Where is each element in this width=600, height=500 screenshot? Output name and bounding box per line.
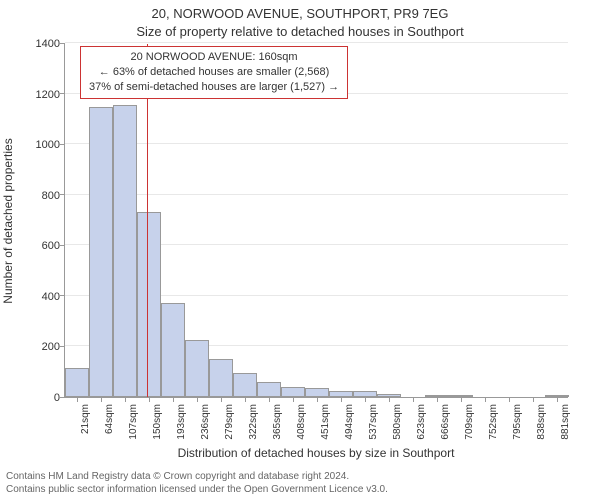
footer-credits: Contains HM Land Registry data © Crown c…	[6, 470, 388, 496]
y-tick-label: 1000	[10, 139, 60, 151]
infobox-line-2: ← 63% of detached houses are smaller (2,…	[89, 65, 339, 80]
x-tick-mark	[461, 397, 462, 402]
y-axis-label: Number of detached properties	[1, 138, 15, 303]
histogram-bar	[425, 395, 449, 397]
property-infobox: 20 NORWOOD AVENUE: 160sqm ← 63% of detac…	[80, 46, 348, 99]
histogram-bar	[185, 340, 209, 397]
gridline	[65, 194, 568, 195]
x-tick-mark	[197, 397, 198, 402]
x-tick-mark	[77, 397, 78, 402]
x-tick-mark	[389, 397, 390, 402]
x-axis-label: Distribution of detached houses by size …	[64, 446, 568, 460]
x-tick-mark	[125, 397, 126, 402]
x-tick-mark	[485, 397, 486, 402]
histogram-bar	[233, 373, 257, 397]
footer-line-2: Contains public sector information licen…	[6, 483, 388, 496]
x-tick-mark	[173, 397, 174, 402]
histogram-bar	[377, 394, 401, 397]
histogram-bar	[65, 368, 89, 397]
x-tick-mark	[413, 397, 414, 402]
x-tick-mark	[557, 397, 558, 402]
gridline	[65, 143, 568, 144]
x-tick-mark	[101, 397, 102, 402]
x-tick-mark	[437, 397, 438, 402]
x-tick-mark	[317, 397, 318, 402]
histogram-bar	[209, 359, 233, 397]
y-tick-label: 1200	[10, 89, 60, 101]
histogram-bar	[545, 395, 569, 397]
x-tick-mark	[269, 397, 270, 402]
histogram-bar	[305, 388, 329, 397]
gridline	[65, 42, 568, 43]
histogram-bar	[89, 107, 113, 397]
histogram-bar	[137, 212, 161, 397]
y-tick-label: 600	[10, 240, 60, 252]
x-tick-mark	[149, 397, 150, 402]
y-tick-label: 1400	[10, 38, 60, 50]
histogram-bar	[329, 391, 353, 397]
infobox-line-3: 37% of semi-detached houses are larger (…	[89, 80, 339, 95]
x-tick-mark	[221, 397, 222, 402]
infobox-line-1: 20 NORWOOD AVENUE: 160sqm	[89, 50, 339, 65]
histogram-bar	[257, 382, 281, 397]
x-tick-mark	[533, 397, 534, 402]
chart-container: 20, NORWOOD AVENUE, SOUTHPORT, PR9 7EG S…	[0, 0, 600, 500]
chart-subtitle: Size of property relative to detached ho…	[0, 24, 600, 39]
x-tick-mark	[365, 397, 366, 402]
histogram-bar	[161, 303, 185, 397]
y-tick-label: 400	[10, 291, 60, 303]
footer-line-1: Contains HM Land Registry data © Crown c…	[6, 470, 388, 483]
histogram-bar	[281, 387, 305, 397]
y-tick-label: 200	[10, 341, 60, 353]
x-tick-mark	[341, 397, 342, 402]
chart-title: 20, NORWOOD AVENUE, SOUTHPORT, PR9 7EG	[0, 6, 600, 21]
y-tick-label: 0	[10, 392, 60, 404]
x-tick-mark	[509, 397, 510, 402]
x-tick-mark	[245, 397, 246, 402]
histogram-bar	[449, 395, 473, 397]
histogram-bar	[113, 105, 137, 397]
x-tick-mark	[293, 397, 294, 402]
histogram-bar	[353, 391, 377, 397]
y-tick-label: 800	[10, 190, 60, 202]
